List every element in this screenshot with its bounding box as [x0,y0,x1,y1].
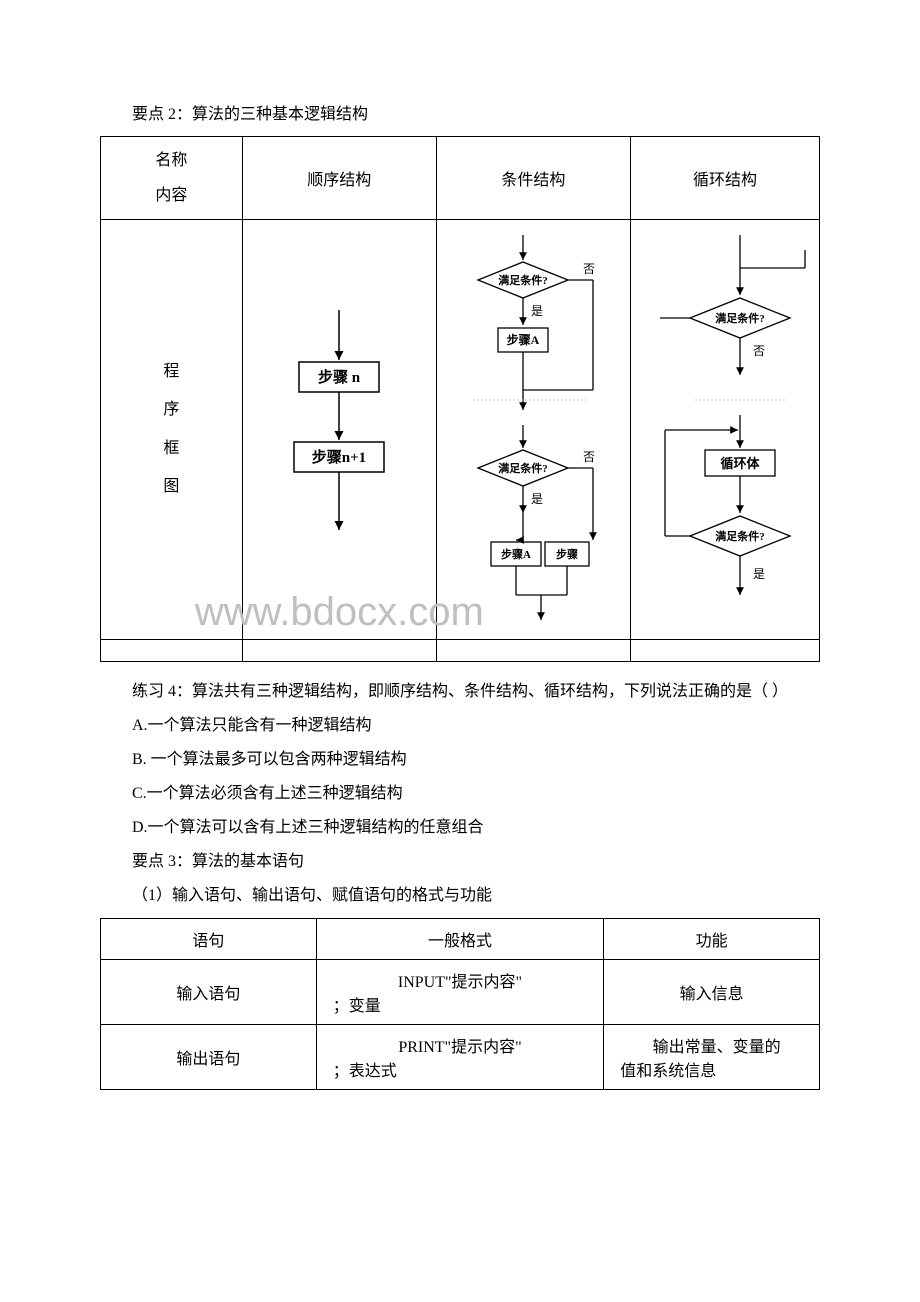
section-title-3: 要点 3：算法的基本语句 [100,850,820,874]
cell-name-content: 名称 内容 [101,137,243,220]
stmt-r2c3b: 值和系统信息 [620,1063,716,1080]
stmt-r2c2a: PRINT"提示内容" [398,1039,521,1056]
stmt-h2: 一般格式 [316,919,604,960]
stmt-r1c3: 输入信息 [604,960,820,1025]
option-a: A.一个算法只能含有一种逻辑结构 [100,714,820,738]
rowlabel-char: 框 [163,440,179,457]
col-loop-header: 循环结构 [631,137,820,220]
col-seq-header: 顺序结构 [242,137,436,220]
stmt-h3: 功能 [604,919,820,960]
seq-box2-text: 步骤n+1 [312,449,366,466]
hdr-line1: 名称 [155,152,187,169]
statement-table: 语句 一般格式 功能 输入语句 INPUT"提示内容" ；变量 输入信息 输出语… [100,918,820,1090]
stmt-h1: 语句 [101,919,317,960]
svg-text:循环体: 循环体 [720,456,760,471]
svg-text:满足条件?: 满足条件? [715,529,765,543]
svg-text:满足条件?: 满足条件? [499,273,549,287]
blank-cell [436,640,630,662]
svg-text:是: 是 [531,492,543,506]
stmt-r1c1: 输入语句 [101,960,317,1025]
svg-text:是: 是 [753,567,765,581]
option-d: D.一个算法可以含有上述三种逻辑结构的任意组合 [100,816,820,840]
seq-flowchart-svg: 步骤 n 步骤n+1 [264,300,414,560]
seq-box1-text: 步骤 n [318,369,361,386]
blank-cell [631,640,820,662]
row-label-flowchart: 程 序 框 图 [101,220,243,640]
cond-flowchart-cell: 满足条件? 否 是 步骤A 满足条件? 否 [436,220,630,640]
rowlabel-char: 图 [163,478,179,495]
structure-table: 名称 内容 顺序结构 条件结构 循环结构 程 序 框 图 [100,136,820,662]
hdr-line2: 内容 [155,187,187,204]
option-b: B. 一个算法最多可以包含两种逻辑结构 [100,748,820,772]
stmt-r2c1: 输出语句 [101,1025,317,1090]
cond-flowchart-svg: 满足条件? 否 是 步骤A 满足条件? 否 [443,230,623,630]
blank-cell [242,640,436,662]
stmt-r2c2b: ；表达式 [333,1063,397,1080]
svg-text:否: 否 [583,450,595,464]
stmt-r2c2: PRINT"提示内容" ；表达式 [316,1025,604,1090]
stmt-r2c3a: 输出常量、变量的 [653,1039,781,1056]
subsection-1: （1）输入语句、输出语句、赋值语句的格式与功能 [100,884,820,908]
svg-text:是: 是 [531,304,543,318]
section-title-2: 要点 2：算法的三种基本逻辑结构 [100,100,820,124]
stmt-r1c2a: INPUT"提示内容" [398,974,522,991]
svg-text:步骤A: 步骤A [507,332,540,347]
seq-flowchart-cell: 步骤 n 步骤n+1 www.bdocx.com [242,220,436,640]
stmt-r2c3: 输出常量、变量的 值和系统信息 [604,1025,820,1090]
loop-flowchart-cell: 满足条件? 否 循环体 满足条件? 是 [631,220,820,640]
svg-text:否: 否 [753,344,765,358]
svg-text:步骤A: 步骤A [501,547,531,561]
blank-cell [101,640,243,662]
loop-flowchart-svg: 满足条件? 否 循环体 满足条件? 是 [635,230,815,630]
exercise-4-question: 练习 4：算法共有三种逻辑结构，即顺序结构、条件结构、循环结构，下列说法正确的是… [100,680,820,704]
svg-text:否: 否 [583,262,595,276]
stmt-r1c2: INPUT"提示内容" ；变量 [316,960,604,1025]
stmt-r1c2b: ；变量 [333,998,381,1015]
svg-text:步骤: 步骤 [556,547,578,561]
svg-text:满足条件?: 满足条件? [499,461,549,475]
svg-text:满足条件?: 满足条件? [715,311,765,325]
rowlabel-char: 程 [163,363,179,380]
rowlabel-char: 序 [163,401,179,418]
col-cond-header: 条件结构 [436,137,630,220]
option-c: C.一个算法必须含有上述三种逻辑结构 [100,782,820,806]
